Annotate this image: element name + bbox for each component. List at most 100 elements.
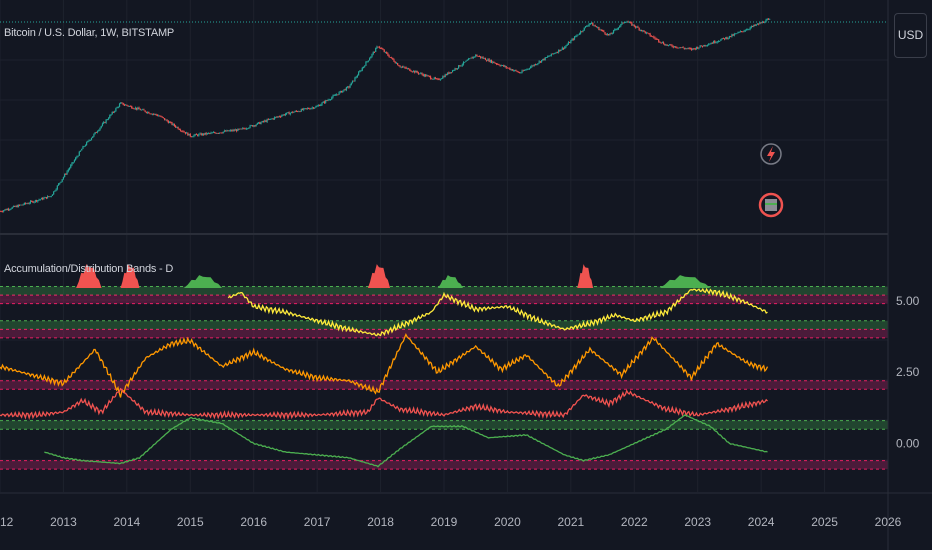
price-candle xyxy=(290,111,293,113)
price-candle xyxy=(365,61,367,66)
price-candle xyxy=(411,71,413,73)
price-candle xyxy=(209,133,211,134)
price-candle xyxy=(4,209,6,211)
price-candle xyxy=(515,70,517,71)
price-candle xyxy=(20,204,22,206)
price-candle xyxy=(406,68,409,70)
price-candle xyxy=(247,128,249,130)
price-candle xyxy=(34,200,36,202)
price-candle xyxy=(281,115,283,117)
price-candle xyxy=(595,26,598,28)
price-candle xyxy=(644,31,646,34)
price-candle xyxy=(171,122,173,125)
price-candle xyxy=(643,30,645,32)
price-candle xyxy=(422,74,424,76)
price-candle xyxy=(598,27,600,30)
price-candle xyxy=(533,64,535,66)
price-candle xyxy=(256,122,258,125)
price-candle xyxy=(344,89,346,91)
price-candle xyxy=(160,116,162,118)
price-candle xyxy=(176,127,178,128)
price-candle xyxy=(225,130,227,132)
price-candle xyxy=(478,56,480,58)
price-candle xyxy=(162,117,165,119)
lightning-icon-bolt xyxy=(767,146,775,162)
price-candle xyxy=(526,68,528,70)
price-candle xyxy=(38,199,40,201)
price-candle xyxy=(728,35,731,38)
price-candle xyxy=(0,211,2,213)
flag-icon[interactable] xyxy=(758,192,784,218)
indicator-pane[interactable] xyxy=(0,264,888,470)
price-candle xyxy=(625,21,627,23)
price-candle xyxy=(650,35,652,37)
price-candle xyxy=(655,38,657,40)
price-candle xyxy=(18,204,21,206)
price-candle xyxy=(243,128,245,129)
price-candle xyxy=(233,129,235,131)
price-candle xyxy=(197,134,199,136)
band-fill xyxy=(0,320,888,330)
price-candle xyxy=(95,132,97,133)
price-candle xyxy=(517,71,520,73)
price-candle xyxy=(662,42,665,45)
price-candle xyxy=(488,59,490,62)
price-candle xyxy=(506,67,509,69)
price-candle xyxy=(284,114,287,116)
price-candle xyxy=(747,29,749,31)
price-candle xyxy=(81,149,83,151)
price-candle xyxy=(9,209,11,211)
price-candle xyxy=(459,65,461,67)
price-candle xyxy=(647,32,649,34)
x-tick-label: 2024 xyxy=(748,515,775,529)
price-candle xyxy=(527,68,529,70)
histogram-peak xyxy=(183,275,222,288)
price-candle xyxy=(43,197,45,200)
price-candle xyxy=(645,32,648,34)
event-icons[interactable] xyxy=(758,143,784,218)
price-candle xyxy=(388,55,390,58)
price-pane[interactable] xyxy=(0,18,888,213)
price-candle xyxy=(637,26,639,28)
x-tick-label: 2020 xyxy=(494,515,521,529)
price-candle xyxy=(617,27,620,29)
price-candle xyxy=(512,70,515,72)
price-candle xyxy=(521,70,523,73)
price-candle xyxy=(760,22,762,24)
price-candle xyxy=(204,132,206,135)
price-candle xyxy=(697,47,699,49)
price-candle xyxy=(134,107,136,109)
band-fill xyxy=(0,460,888,470)
price-candle xyxy=(688,48,690,49)
price-candle xyxy=(166,119,168,122)
price-candle xyxy=(266,119,268,122)
price-candle xyxy=(642,30,644,32)
y-tick-label: 0.00 xyxy=(896,436,920,450)
price-candle xyxy=(188,133,190,136)
price-candle xyxy=(168,122,171,123)
price-candle xyxy=(300,109,302,112)
price-candle xyxy=(483,58,485,59)
price-candle xyxy=(700,45,702,47)
price-candle xyxy=(610,33,612,35)
price-candle xyxy=(244,128,246,130)
price-candle xyxy=(631,22,633,26)
price-candle xyxy=(111,112,113,115)
price-candle xyxy=(414,70,416,73)
price-candle xyxy=(175,125,177,128)
grid xyxy=(0,0,889,492)
price-candle xyxy=(164,118,166,120)
price-candle xyxy=(216,133,218,134)
price-candle xyxy=(271,118,273,120)
price-candle xyxy=(323,101,326,103)
price-candle xyxy=(487,59,489,61)
lightning-icon[interactable] xyxy=(760,143,782,165)
price-candle xyxy=(417,72,419,74)
price-candle xyxy=(227,130,229,132)
price-candle xyxy=(519,72,521,73)
price-candle xyxy=(165,119,167,121)
price-candle xyxy=(545,57,548,59)
currency-button[interactable]: USD xyxy=(894,13,927,58)
price-candle xyxy=(575,36,577,38)
